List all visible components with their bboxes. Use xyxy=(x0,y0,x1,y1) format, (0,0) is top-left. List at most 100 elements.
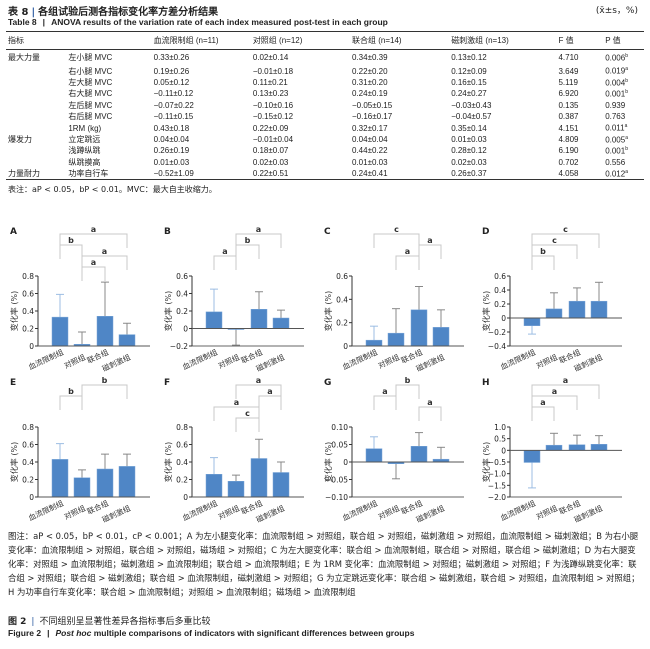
significance-mark: b xyxy=(625,52,628,59)
cell-text: 0.004 xyxy=(605,78,626,88)
y-tick-label: 0.4 xyxy=(22,458,34,467)
table-cell: −0.01±0.18 xyxy=(251,66,350,77)
table-row: 爆发力 立定跳远 0.04±0.04 −0.01±0.04 0.04±0.04 0.01±… xyxy=(6,134,644,145)
bar xyxy=(73,477,91,498)
y-tick-label: −0.2 xyxy=(488,328,506,337)
y-tick-label: 0.5 xyxy=(494,435,506,444)
panel-label: E xyxy=(10,378,16,388)
significance-bracket xyxy=(235,244,260,259)
cell-text: 0.13±0.12 xyxy=(451,53,487,63)
bar xyxy=(523,450,541,463)
table-cell: 0.001b xyxy=(603,88,644,99)
cell-text: 右小腿 MVC xyxy=(68,66,113,76)
table-cell: 0.22±0.51 xyxy=(251,168,350,180)
y-tick-label: −1.5 xyxy=(488,481,506,490)
cell-text: 0.05±0.12 xyxy=(153,78,190,88)
cell-text: 4.058 xyxy=(558,169,579,179)
y-axis-label: 变化率 (%) xyxy=(481,291,491,331)
table-cell: 0.019a xyxy=(603,66,644,77)
figure-legend: 图注：aP < 0.05，bP < 0.01，cP < 0.001；A 为左小腿… xyxy=(8,531,640,597)
table-cell: 0.556 xyxy=(603,157,644,168)
y-tick-label: 0.8 xyxy=(22,423,34,432)
cell-text: 0.19±0.26 xyxy=(153,66,190,76)
y-tick-label: −2.0 xyxy=(488,493,506,502)
y-axis-label: 变化率 (%) xyxy=(9,291,19,331)
cell-text: 0.02±0.03 xyxy=(252,157,289,167)
significance-bracket xyxy=(531,406,555,421)
y-tick-label: 0.05 xyxy=(331,441,348,450)
figure-number-en: Figure 2 xyxy=(8,628,42,638)
cell-text: 0.702 xyxy=(558,157,579,167)
cell-text: 0.31±0.20 xyxy=(352,78,388,88)
cell-text: 0.939 xyxy=(605,100,626,110)
significance-bracket xyxy=(395,384,420,399)
significance-bracket xyxy=(418,244,442,259)
cell-text: 力量耐力 xyxy=(8,169,40,179)
panel-label: G xyxy=(324,378,331,388)
cell-text: 0.35±0.14 xyxy=(451,123,487,133)
column-header: P 值 xyxy=(605,36,621,45)
y-tick-label: 0.4 xyxy=(176,458,188,467)
cell-text: 0.26±0.37 xyxy=(451,169,487,179)
cell-text: 功率自行车 xyxy=(68,169,109,179)
significance-bracket xyxy=(59,395,83,410)
table-cell: 0.32±0.17 xyxy=(350,122,449,133)
cell-text: 0.01±0.03 xyxy=(153,157,190,167)
significance-mark: a xyxy=(625,66,628,73)
bar xyxy=(96,468,114,498)
table-cell: 0.012a xyxy=(603,168,644,180)
cell-text: 爆发力 xyxy=(8,135,32,145)
significance-bracket xyxy=(235,233,282,248)
figure-title-en-text: multiple comparisons of indicators with … xyxy=(93,628,415,638)
cell-text: 0.01±0.03 xyxy=(451,135,487,145)
cell-text: −0.03±0.43 xyxy=(451,100,492,110)
significance-label: b xyxy=(102,376,108,385)
bar xyxy=(272,317,290,329)
cell-text: 0.28±0.12 xyxy=(451,146,487,156)
significance-mark: b xyxy=(625,77,628,84)
table-cell xyxy=(6,157,66,168)
cell-text: 5.119 xyxy=(558,78,578,88)
cell-text: 0.13±0.23 xyxy=(252,89,289,99)
column-header: 对照组 (n=12) xyxy=(252,36,303,45)
cell-text: −0.11±0.15 xyxy=(153,112,194,122)
bar xyxy=(568,300,586,319)
table-number-en: Table 8 xyxy=(8,17,37,27)
column-header: 血流限制组 (n=11) xyxy=(153,36,219,45)
table-row: 1RM (kg) 0.43±0.18 0.22±0.09 0.32±0.17 0.35±… xyxy=(6,122,644,133)
table-cell: 0.33±0.26 xyxy=(152,50,251,66)
x-tick-label: 对照组 xyxy=(216,352,241,371)
table-cell: 右后腿 MVC xyxy=(66,111,151,122)
table-cell: 0.702 xyxy=(556,157,603,168)
figure-number: 图 2 xyxy=(8,617,27,627)
significance-label: a xyxy=(382,387,387,396)
table-row: 纵跳摸高 0.01±0.03 0.02±0.03 0.01±0.03 0.02±0.03… xyxy=(6,157,644,168)
cell-text: 0.556 xyxy=(605,157,626,167)
table-cell: −0.11±0.15 xyxy=(152,111,251,122)
table-cell: 0.16±0.15 xyxy=(449,77,556,88)
table-cell: −0.05±0.15 xyxy=(350,100,449,111)
y-tick-label: 0.10 xyxy=(331,423,348,432)
significance-label: c xyxy=(394,225,399,234)
cell-text: −0.01±0.04 xyxy=(252,135,294,145)
panel-label: F xyxy=(164,378,170,388)
table-cell: 0.13±0.12 xyxy=(449,50,556,66)
cell-text: 0.24±0.41 xyxy=(352,169,388,179)
chart-panel-h: H 变化率 (%) −2.0 −1.5 −1.0 −0.5 0 0.5 1.0 血流限制组 对照组联… xyxy=(480,373,642,525)
table-cell: 6.920 xyxy=(556,88,603,99)
significance-bracket xyxy=(531,395,578,410)
bar xyxy=(387,332,405,347)
significance-bracket xyxy=(395,255,420,270)
y-tick-label: −0.4 xyxy=(488,342,506,351)
cell-text: 0.22±0.51 xyxy=(252,169,289,179)
table-cell: 0.04±0.04 xyxy=(152,134,251,145)
table-number: 表 8 xyxy=(8,7,29,18)
y-axis-label: 变化率 (%) xyxy=(9,442,19,482)
significance-label: b xyxy=(245,236,251,245)
y-tick-label: 0.8 xyxy=(22,272,34,281)
bar xyxy=(118,466,136,498)
table-cell: 0.35±0.14 xyxy=(449,122,556,133)
table-title-en: Table 8 | ANOVA results of the variation r… xyxy=(8,17,388,27)
table-cell: 1RM (kg) xyxy=(66,122,151,133)
column-header: 联合组 (n=14) xyxy=(352,36,402,45)
